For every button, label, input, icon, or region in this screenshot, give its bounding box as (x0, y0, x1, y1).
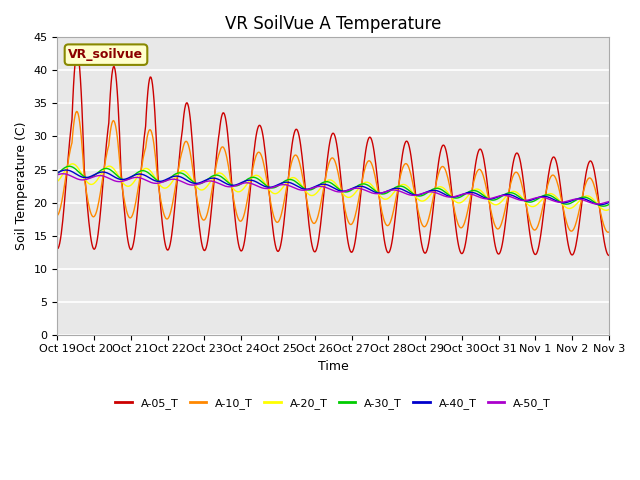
A-40_T (605, 200, 612, 205)
A-50_T (401, 191, 409, 196)
A-30_T (63, 164, 71, 169)
A-05_T (54, 246, 61, 252)
A-40_T (64, 168, 72, 173)
Line: A-20_T: A-20_T (58, 164, 609, 210)
Line: A-10_T: A-10_T (58, 111, 609, 232)
Line: A-05_T: A-05_T (58, 53, 609, 255)
A-10_T (604, 229, 612, 235)
Y-axis label: Soil Temperature (C): Soil Temperature (C) (15, 122, 28, 250)
A-20_T (121, 182, 129, 188)
A-40_T (121, 176, 129, 182)
A-50_T (54, 172, 61, 178)
A-50_T (417, 191, 425, 197)
A-50_T (121, 178, 129, 183)
A-10_T (401, 161, 409, 167)
A-05_T (605, 252, 612, 258)
A-05_T (121, 213, 129, 219)
A-50_T (64, 172, 72, 178)
A-20_T (417, 198, 425, 204)
A-20_T (401, 182, 409, 188)
A-40_T (417, 192, 425, 197)
A-05_T (206, 220, 214, 226)
A-20_T (602, 207, 610, 213)
A-30_T (54, 170, 61, 176)
A-30_T (206, 175, 214, 180)
A-30_T (417, 193, 425, 199)
Line: A-50_T: A-50_T (58, 174, 609, 204)
A-30_T (401, 185, 409, 191)
A-20_T (605, 207, 612, 213)
A-10_T (63, 164, 71, 169)
A-10_T (177, 153, 185, 159)
A-05_T (63, 164, 71, 170)
A-30_T (600, 204, 607, 209)
A-10_T (417, 219, 425, 225)
A-10_T (73, 108, 81, 114)
A-40_T (401, 188, 409, 193)
A-20_T (206, 180, 214, 185)
A-10_T (121, 201, 129, 206)
A-05_T (417, 237, 425, 243)
Text: VR_soilvue: VR_soilvue (68, 48, 143, 61)
X-axis label: Time: Time (318, 360, 349, 373)
A-40_T (62, 167, 70, 173)
A-10_T (206, 198, 214, 204)
A-20_T (69, 161, 77, 167)
Legend: A-05_T, A-10_T, A-20_T, A-30_T, A-40_T, A-50_T: A-05_T, A-10_T, A-20_T, A-30_T, A-40_T, … (111, 394, 556, 414)
A-40_T (596, 202, 604, 208)
A-20_T (54, 179, 61, 184)
Line: A-40_T: A-40_T (58, 170, 609, 205)
A-20_T (63, 165, 71, 170)
A-10_T (605, 229, 612, 235)
A-30_T (121, 177, 129, 183)
A-40_T (206, 176, 214, 181)
Line: A-30_T: A-30_T (58, 166, 609, 206)
A-40_T (177, 174, 185, 180)
A-20_T (177, 168, 185, 174)
A-30_T (65, 163, 73, 169)
A-30_T (177, 170, 185, 176)
A-50_T (59, 171, 67, 177)
A-05_T (177, 138, 185, 144)
A-50_T (593, 201, 601, 207)
A-05_T (74, 50, 81, 56)
A-50_T (206, 178, 214, 184)
A-50_T (177, 178, 185, 184)
A-10_T (54, 213, 61, 218)
A-30_T (605, 202, 612, 207)
A-40_T (54, 170, 61, 176)
A-50_T (605, 199, 612, 204)
A-05_T (401, 141, 409, 146)
Title: VR SoilVue A Temperature: VR SoilVue A Temperature (225, 15, 442, 33)
